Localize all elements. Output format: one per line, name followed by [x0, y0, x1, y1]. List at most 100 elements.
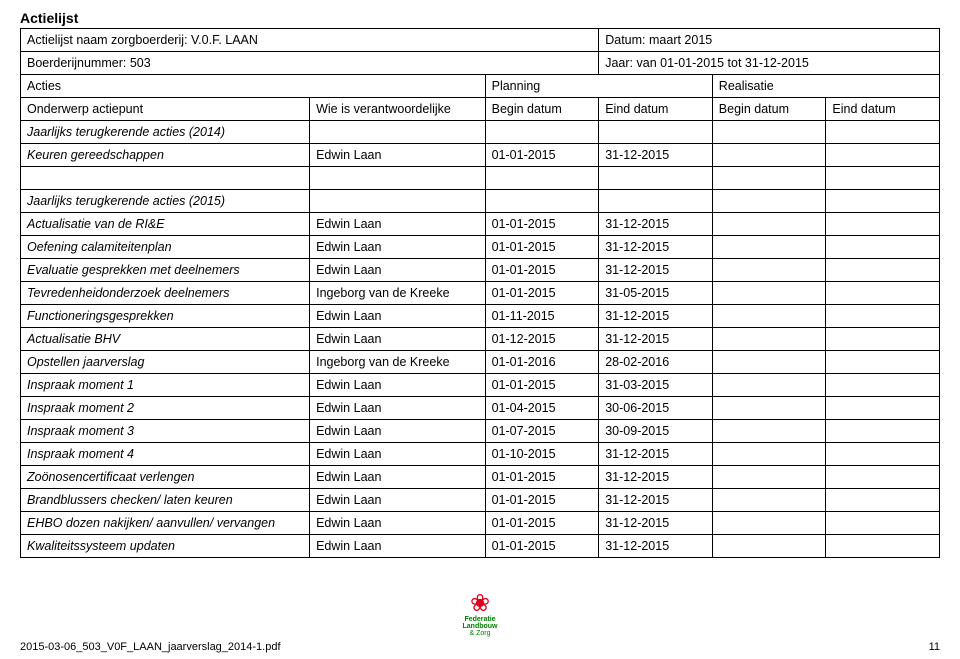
empty-cell [712, 328, 826, 351]
row-subject: Evaluatie gesprekken met deelnemers [21, 259, 310, 282]
col-verantwoordelijke: Wie is verantwoordelijke [310, 98, 486, 121]
row-end: 30-06-2015 [599, 397, 713, 420]
empty-cell [826, 420, 940, 443]
col-begin2: Begin datum [712, 98, 826, 121]
row-begin: 01-01-2015 [485, 282, 599, 305]
empty-cell [310, 121, 486, 144]
logo-line2: Landbouw [463, 623, 498, 630]
row-subject: Zoönosencertificaat verlengen [21, 466, 310, 489]
federation-logo: ❀ Federatie Landbouw & Zorg [463, 592, 498, 637]
table-row: Inspraak moment 3Edwin Laan01-07-201530-… [21, 420, 940, 443]
empty-cell [826, 236, 940, 259]
table-row: Tevredenheidonderzoek deelnemersIngeborg… [21, 282, 940, 305]
farm-cell: Actielijst naam zorgboerderij: V.0.F. LA… [21, 29, 599, 52]
empty-cell [826, 535, 940, 558]
row-end: 31-12-2015 [599, 144, 713, 167]
realisatie-head: Realisatie [712, 75, 939, 98]
empty-cell [826, 374, 940, 397]
header-row-number: Boerderijnummer: 503 Jaar: van 01-01-201… [21, 52, 940, 75]
row-begin: 01-01-2015 [485, 236, 599, 259]
table-row: Actualisatie BHVEdwin Laan01-12-201531-1… [21, 328, 940, 351]
empty-cell [826, 305, 940, 328]
row-begin: 01-01-2015 [485, 213, 599, 236]
empty-cell [826, 190, 940, 213]
row-subject: Kwaliteitssysteem updaten [21, 535, 310, 558]
row-begin: 01-04-2015 [485, 397, 599, 420]
year-cell: Jaar: van 01-01-2015 tot 31-12-2015 [599, 52, 940, 75]
row-subject: Inspraak moment 4 [21, 443, 310, 466]
header-row-farm: Actielijst naam zorgboerderij: V.0.F. LA… [21, 29, 940, 52]
empty-cell [712, 190, 826, 213]
empty-cell [826, 282, 940, 305]
empty-cell [712, 489, 826, 512]
col-eind2: Eind datum [826, 98, 940, 121]
spacer-row [21, 167, 940, 190]
acties-head: Acties [21, 75, 486, 98]
empty-cell [826, 213, 940, 236]
row-responsible: Ingeborg van de Kreeke [310, 351, 486, 374]
row-responsible: Edwin Laan [310, 374, 486, 397]
farmnum-label: Boerderijnummer: [27, 56, 126, 70]
farmnum-value: 503 [130, 56, 151, 70]
date-value: maart 2015 [649, 33, 712, 47]
col-onderwerp: Onderwerp actiepunt [21, 98, 310, 121]
row-subject: Actualisatie van de RI&E [21, 213, 310, 236]
farmnum-cell: Boerderijnummer: 503 [21, 52, 599, 75]
row-begin: 01-01-2015 [485, 489, 599, 512]
row-responsible: Edwin Laan [310, 259, 486, 282]
table-row: Inspraak moment 2Edwin Laan01-04-201530-… [21, 397, 940, 420]
row-responsible: Edwin Laan [310, 328, 486, 351]
farm-value: V.0.F. LAAN [191, 33, 258, 47]
row-begin: 01-10-2015 [485, 443, 599, 466]
row-end: 31-12-2015 [599, 512, 713, 535]
row-end: 31-12-2015 [599, 236, 713, 259]
empty-cell [712, 420, 826, 443]
row-begin: 01-07-2015 [485, 420, 599, 443]
row-responsible: Edwin Laan [310, 443, 486, 466]
row-begin: 01-01-2015 [485, 374, 599, 397]
empty-cell [826, 167, 940, 190]
table-row: FunctioneringsgesprekkenEdwin Laan01-11-… [21, 305, 940, 328]
date-cell: Datum: maart 2015 [599, 29, 940, 52]
empty-cell [485, 167, 599, 190]
row-end: 31-12-2015 [599, 213, 713, 236]
footer-filename: 2015-03-06_503_V0F_LAAN_jaarverslag_2014… [20, 641, 281, 653]
empty-cell [712, 213, 826, 236]
document-title: Actielijst [20, 10, 940, 26]
empty-cell [485, 190, 599, 213]
row-begin: 01-12-2015 [485, 328, 599, 351]
empty-cell [712, 535, 826, 558]
row-responsible: Edwin Laan [310, 489, 486, 512]
row-responsible: Edwin Laan [310, 466, 486, 489]
row-end: 30-09-2015 [599, 420, 713, 443]
row-responsible: Ingeborg van de Kreeke [310, 282, 486, 305]
empty-cell [826, 259, 940, 282]
row-subject: Tevredenheidonderzoek deelnemers [21, 282, 310, 305]
row-end: 31-12-2015 [599, 259, 713, 282]
empty-cell [310, 167, 486, 190]
header-row-groups: Acties Planning Realisatie [21, 75, 940, 98]
row-subject: Brandblussers checken/ laten keuren [21, 489, 310, 512]
year-label: Jaar: [605, 56, 633, 70]
page: Actielijst Actielijst naam zorgboerderij… [0, 0, 960, 659]
row-subject: Inspraak moment 1 [21, 374, 310, 397]
row-begin: 01-01-2015 [485, 512, 599, 535]
empty-cell [826, 397, 940, 420]
row-end: 31-12-2015 [599, 443, 713, 466]
table-row: Evaluatie gesprekken met deelnemersEdwin… [21, 259, 940, 282]
row-end: 31-12-2015 [599, 305, 713, 328]
empty-cell [826, 466, 940, 489]
table-row: Kwaliteitssysteem updatenEdwin Laan01-01… [21, 535, 940, 558]
row-subject: Functioneringsgesprekken [21, 305, 310, 328]
empty-cell [712, 305, 826, 328]
row-end: 31-03-2015 [599, 374, 713, 397]
row-subject: Inspraak moment 2 [21, 397, 310, 420]
row-responsible: Edwin Laan [310, 420, 486, 443]
row-begin: 01-11-2015 [485, 305, 599, 328]
empty-cell [826, 512, 940, 535]
empty-cell [826, 351, 940, 374]
year-value: van 01-01-2015 tot 31-12-2015 [637, 56, 809, 70]
date-label: Datum: [605, 33, 645, 47]
empty-cell [712, 121, 826, 144]
row-end: 31-12-2015 [599, 535, 713, 558]
